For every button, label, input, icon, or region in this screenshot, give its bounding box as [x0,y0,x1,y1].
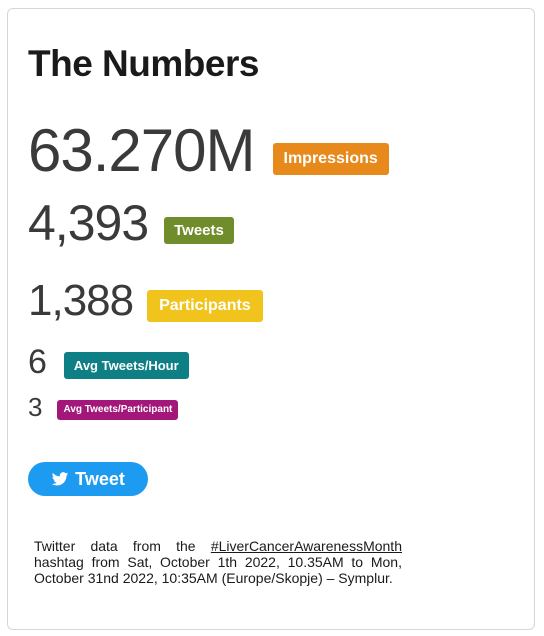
caption-suffix: hashtag from Sat, October 1th 2022, 10.3… [34,554,402,586]
hashtag-link[interactable]: #LiverCancerAwarenessMonth [210,538,402,554]
stat-participants: 1,388 Participants [28,279,263,323]
stat-badge-avg-tweets-participant: Avg Tweets/Participant [57,400,179,420]
data-source-caption: Twitter data from the #LiverCancerAwaren… [34,538,402,586]
stat-value: 63.270M [28,117,255,184]
stat-badge-avg-tweets-hour: Avg Tweets/Hour [63,352,189,379]
stat-avg-tweets-participant: 3 Avg Tweets/Participant [28,392,179,422]
stat-impressions: 63.270M Impressions [28,121,389,181]
tweet-button-label: Tweet [75,468,125,489]
stat-badge-tweets: Tweets [164,216,234,244]
numbers-card: The Numbers 63.270M Impressions 4,393 Tw… [7,8,535,630]
caption-prefix: Twitter data from the [34,538,196,554]
tweet-button[interactable]: Tweet [28,462,148,496]
stat-avg-tweets-hour: 6 Avg Tweets/Hour [28,344,189,379]
twitter-bird-icon [51,472,69,486]
card-title: The Numbers [28,43,259,84]
stat-value: 6 [28,342,47,381]
stat-value: 4,393 [28,195,149,251]
stat-badge-participants: Participants [147,290,263,322]
stat-value: 3 [28,392,43,422]
stat-tweets: 4,393 Tweets [28,198,234,248]
stat-badge-impressions: Impressions [272,143,389,175]
stat-value: 1,388 [28,276,134,325]
